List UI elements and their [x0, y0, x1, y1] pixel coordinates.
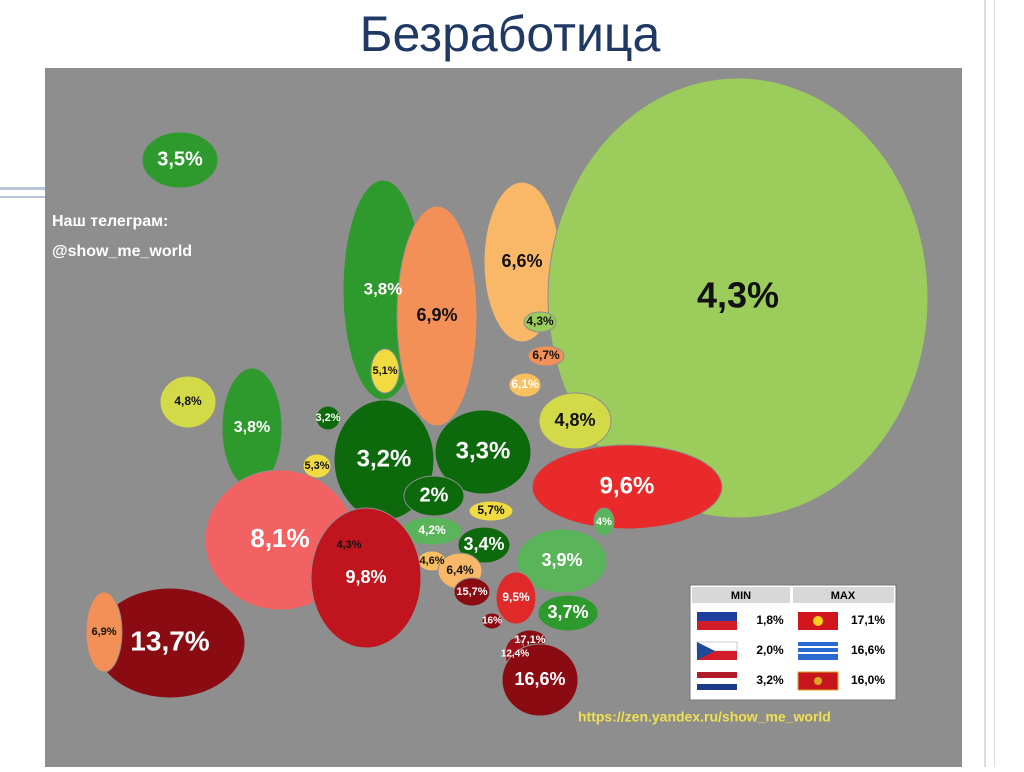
country-label: 6,7%: [532, 348, 560, 362]
country-shape: [370, 348, 400, 394]
country-label: 17,1%: [514, 634, 545, 646]
country-shape: [481, 612, 503, 630]
decor-line: [984, 0, 986, 767]
country-shape: [516, 528, 608, 594]
flag: [697, 621, 737, 630]
country-label: 3,2%: [357, 445, 412, 472]
country-label: 3,2%: [315, 412, 340, 424]
country-shape: [501, 643, 579, 717]
country-shape: [538, 392, 612, 450]
country-label: 16,6%: [514, 669, 565, 689]
country-label: 4,2%: [418, 523, 446, 537]
country-label: 3,8%: [234, 419, 270, 436]
slide-title: Безработица: [360, 6, 661, 62]
country-shape: [141, 131, 219, 189]
country-shape: [85, 591, 123, 673]
legend-value: 3,2%: [756, 673, 784, 687]
legend-value: 16,6%: [851, 643, 885, 657]
country-label: 6,9%: [416, 305, 457, 325]
decor-line: [0, 196, 45, 198]
country-label: 6,6%: [501, 251, 542, 271]
country-label: 3,3%: [456, 437, 511, 464]
country-label: 2%: [420, 484, 449, 506]
country-label: 4,3%: [526, 314, 554, 328]
country-shape: [547, 77, 929, 519]
country-label: 9,6%: [600, 472, 655, 499]
country-shape: [531, 444, 723, 530]
country-label: 3,9%: [541, 550, 582, 570]
flag: [798, 646, 838, 648]
country-label: 5,7%: [477, 503, 505, 517]
flag: [798, 652, 838, 654]
country-shape: [302, 453, 332, 479]
flag: [697, 672, 737, 678]
legend-value: 2,0%: [756, 643, 784, 657]
country-shape: [396, 205, 478, 427]
country-shape: [434, 409, 532, 495]
country-shape: [495, 571, 537, 625]
flag: [814, 677, 822, 685]
country-label: 3,8%: [364, 279, 403, 298]
flag: [798, 642, 838, 660]
legend-value: 1,8%: [756, 613, 784, 627]
country-shape: [310, 507, 422, 649]
country-shape: [453, 577, 491, 607]
source-url: https://zen.yandex.ru/show_me_world: [578, 709, 831, 725]
country-shape: [508, 372, 542, 398]
country-label: 4,3%: [336, 539, 361, 551]
flag: [697, 651, 737, 660]
flag: [697, 612, 737, 621]
country-label: 3,4%: [463, 534, 504, 554]
country-label: 4,3%: [697, 275, 779, 316]
country-shape: [457, 526, 511, 564]
telegram-text: Наш телеграм:: [52, 213, 168, 230]
country-label: 6,1%: [511, 377, 539, 391]
country-shape: [403, 475, 465, 517]
country-shape: [315, 405, 341, 431]
legend-header: MIN: [731, 590, 751, 602]
country-label: 12,4%: [501, 649, 529, 660]
flag: [697, 678, 737, 684]
country-label: 4,8%: [554, 410, 595, 430]
flag: [697, 642, 715, 660]
country-shape: [523, 311, 557, 333]
country-label: 13,7%: [130, 625, 209, 656]
legend-value: 16,0%: [851, 673, 885, 687]
country-label: 4%: [596, 516, 612, 528]
legend-header: MAX: [831, 590, 856, 602]
legend-header-bg: [692, 587, 790, 603]
legend: MIN MAX 1,8% 17,1% 2,0% 16,6% 3,2% 16,0%: [689, 584, 897, 701]
country-label: 4,8%: [174, 394, 202, 408]
country-label: 9,8%: [345, 567, 386, 587]
decor-line: [0, 187, 45, 190]
flag: [813, 616, 823, 626]
country-label: 8,1%: [250, 523, 309, 553]
country-label: 6,4%: [446, 563, 474, 577]
country-label: 3,7%: [547, 602, 588, 622]
telegram-text: @show_me_world: [52, 243, 192, 260]
country-shape: [468, 500, 514, 522]
country-label: 4,6%: [419, 555, 444, 567]
country-label: 6,9%: [91, 626, 116, 638]
country-label: 3,5%: [157, 148, 203, 170]
country-label: 5,1%: [372, 365, 397, 377]
regions: 3,5% 3,8% 6,9% 6,6% 4,3% 4,3% 6,7% 6,1% 4,8% 4,8%…: [85, 77, 929, 717]
country-shape: [527, 345, 565, 367]
country-label: 15,7%: [456, 586, 487, 598]
country-shape: [159, 375, 217, 429]
decor-line: [994, 0, 995, 767]
country-label: 16%: [482, 616, 502, 627]
country-shape: [537, 594, 599, 632]
legend-value: 17,1%: [851, 613, 885, 627]
legend-header-bg: [793, 587, 894, 603]
country-shape: [593, 507, 615, 537]
flag: [697, 684, 737, 690]
country-label: 9,5%: [502, 590, 530, 604]
country-label: 5,3%: [304, 460, 329, 472]
